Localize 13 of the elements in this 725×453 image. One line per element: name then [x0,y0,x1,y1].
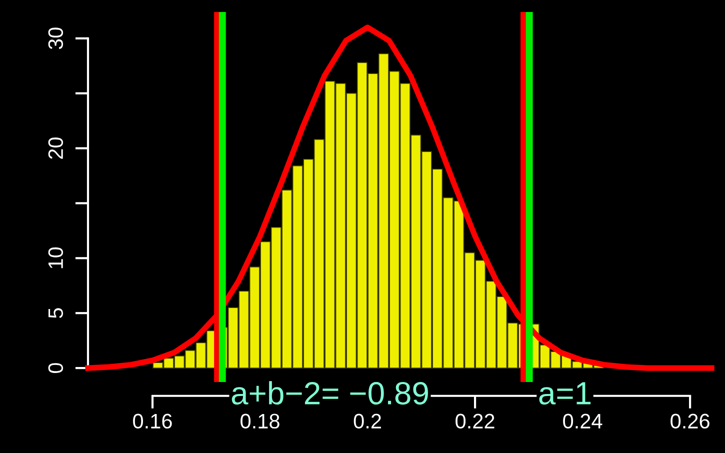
y-tick-label: 0 [48,363,64,374]
x-tick-label: 0.18 [240,414,280,429]
y-tick-label: 30 [48,28,64,50]
y-tick-label: 10 [48,247,64,268]
y-tick-label: 20 [48,137,64,159]
y-tick-label: 5 [48,308,64,318]
text: a=1 [539,382,591,405]
x-tick-label: 0.26 [670,414,710,429]
x-tick-label: 0.16 [133,414,172,429]
x-tick-label: 0.2 [354,414,381,429]
x-tick-label: 0.24 [563,414,602,429]
annotation: a+b−2= −0.89 [232,381,428,405]
x-tick-label: 0.22 [456,414,494,429]
